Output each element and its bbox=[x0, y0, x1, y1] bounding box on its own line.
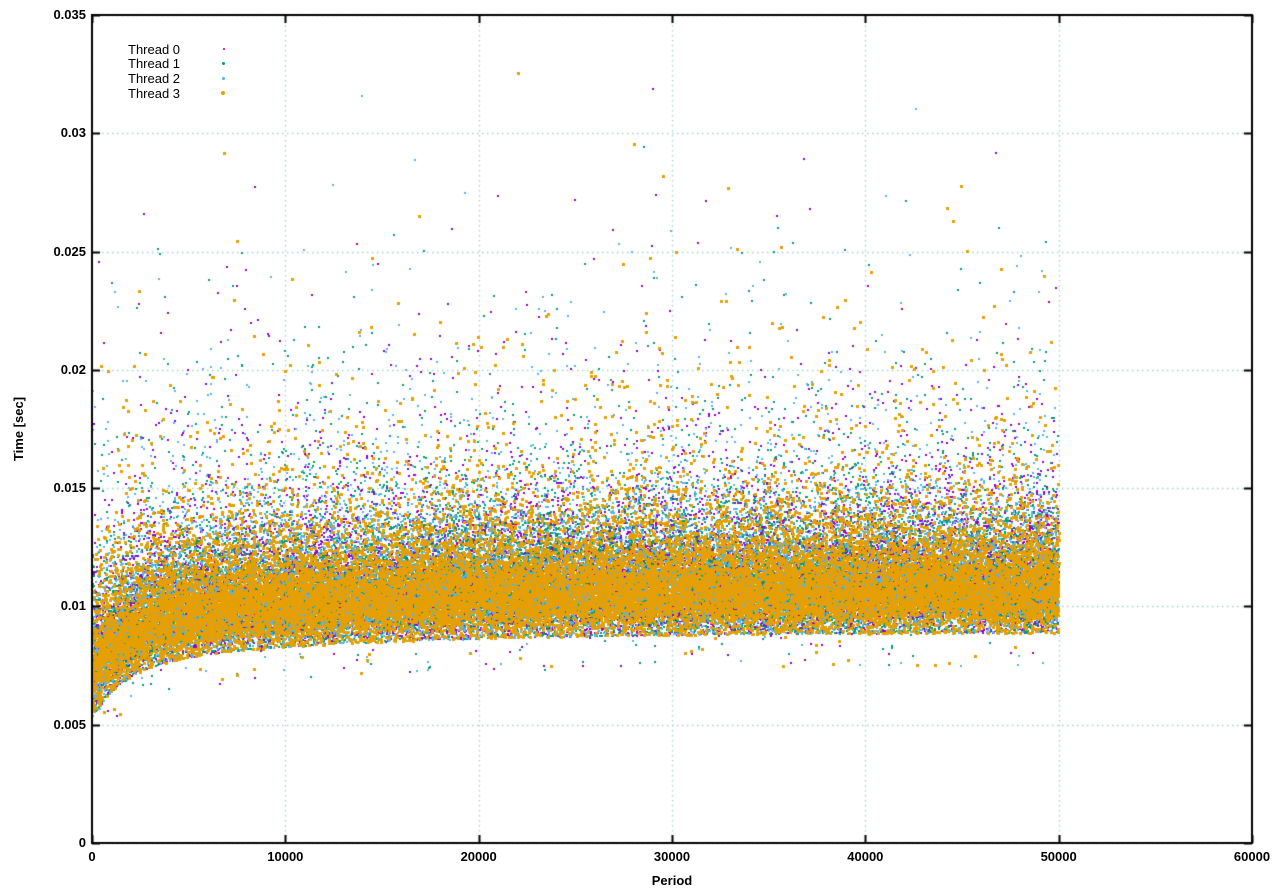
x-tick-label: 20000 bbox=[460, 849, 497, 864]
legend-label: Thread 0 bbox=[128, 41, 181, 57]
legend-label: Thread 2 bbox=[128, 70, 181, 86]
x-tick-label: 40000 bbox=[847, 849, 884, 864]
y-tick-label: 0.015 bbox=[53, 480, 86, 496]
legend-label: Thread 1 bbox=[128, 56, 181, 72]
y-tick-label: 0.025 bbox=[53, 243, 86, 259]
x-tick-label: 50000 bbox=[1040, 849, 1077, 864]
y-axis-title: Time [sec] bbox=[11, 396, 26, 462]
x-tick-label: 0 bbox=[88, 849, 96, 864]
legend: Thread 0 Thread 1 Thread 2 Thread 3 bbox=[128, 42, 225, 101]
legend-item-thread-1: Thread 1 bbox=[128, 56, 225, 72]
y-tick-label: 0.035 bbox=[53, 7, 86, 22]
x-tick-label: 10000 bbox=[267, 849, 304, 864]
legend-item-thread-3: Thread 3 bbox=[128, 86, 225, 101]
x-axis-title: Period bbox=[651, 873, 693, 888]
legend-marker-dot bbox=[222, 76, 225, 80]
legend-item-thread-0: Thread 0 bbox=[128, 42, 225, 57]
legend-marker-dot bbox=[223, 48, 225, 51]
y-tick-label: 0.03 bbox=[60, 125, 86, 141]
legend-label: Thread 3 bbox=[128, 85, 181, 101]
legend-marker-dot bbox=[222, 62, 225, 66]
x-tick-label: 60000 bbox=[1233, 849, 1271, 864]
x-tick-label: 30000 bbox=[653, 849, 691, 864]
legend-item-thread-2: Thread 2 bbox=[128, 71, 225, 86]
y-tick-label: 0.02 bbox=[60, 361, 86, 377]
y-tick-label: 0 bbox=[78, 835, 86, 850]
y-tick-label: 0.01 bbox=[60, 598, 86, 614]
legend-marker-dot bbox=[221, 91, 225, 96]
y-tick-label: 0.005 bbox=[53, 716, 86, 732]
